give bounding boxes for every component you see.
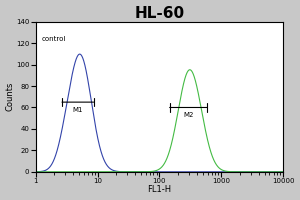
Text: M1: M1 (73, 107, 83, 113)
Text: M2: M2 (183, 112, 194, 118)
Y-axis label: Counts: Counts (6, 82, 15, 111)
Text: control: control (42, 36, 66, 42)
X-axis label: FL1-H: FL1-H (147, 185, 172, 194)
Title: HL-60: HL-60 (134, 6, 184, 21)
